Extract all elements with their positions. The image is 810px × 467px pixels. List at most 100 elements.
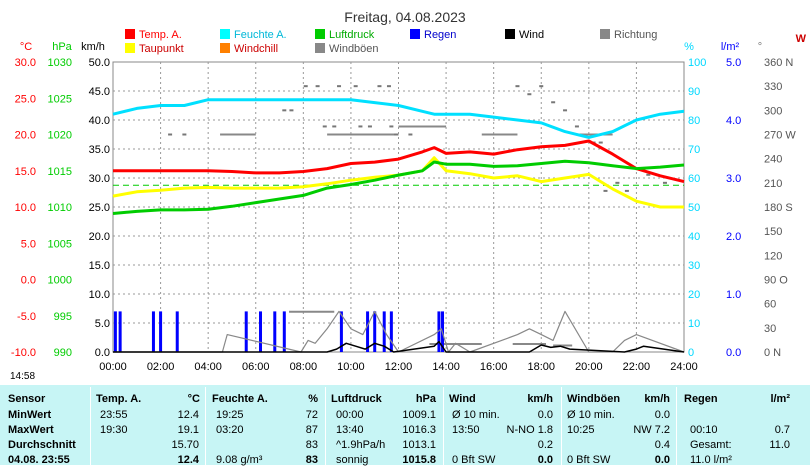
direction-tick-label: 360 N [764, 57, 793, 69]
wind-tick-label: 35.0 [89, 144, 110, 156]
direction-dot [662, 181, 667, 184]
table-cell: NW 7.2 [633, 424, 670, 436]
wind-tick-label: 10.0 [89, 289, 110, 301]
time-tick-label: 16:00 [480, 361, 508, 373]
table-cell: 13:40 [336, 424, 364, 436]
axis-headers: °C hPa km/h% l/m² ° [20, 41, 762, 53]
table-cell: 1016.3 [402, 424, 436, 436]
grid [113, 62, 684, 352]
legend-swatch [220, 43, 230, 53]
humidity-tick-label: 0 [688, 347, 694, 359]
direction-dot [603, 189, 608, 192]
legend-swatch [125, 29, 135, 39]
pressure-tick-label: 995 [54, 311, 72, 323]
pressure-tick-label: 1025 [48, 93, 72, 105]
pressure-tick-label: 1020 [48, 130, 72, 142]
chart-title: Freitag, 04.08.2023 [344, 9, 466, 25]
legend-label: Luftdruck [329, 29, 375, 41]
wind-tick-label: 40.0 [89, 115, 110, 127]
direction-dot [574, 125, 579, 128]
axis-unit-label: hPa [52, 41, 72, 53]
legend-label: Temp. A. [139, 29, 182, 41]
direction-dot [289, 109, 294, 112]
rain-bar [113, 311, 117, 352]
table-cell: N-NO 1.8 [506, 424, 553, 436]
direction-dot [408, 133, 413, 136]
table-cell: 0.0 [537, 409, 553, 421]
direction-dot [358, 125, 363, 128]
humidity-tick-label: 50 [688, 202, 700, 214]
direction-tick-label: 210 [764, 178, 782, 190]
legend-swatch [600, 29, 610, 39]
table-header: km/h [527, 393, 553, 405]
direction-dot [337, 85, 342, 88]
table-separator [676, 387, 677, 465]
pressure-tick-label: 990 [54, 347, 72, 359]
table-header: Wind [449, 393, 476, 405]
direction-dot [332, 125, 337, 128]
rain-tick-label: 3.0 [726, 173, 741, 185]
direction-dot [353, 85, 358, 88]
table-header: Regen [684, 393, 718, 405]
legend-swatch [410, 29, 420, 39]
time-tick-label: 22:00 [623, 361, 651, 373]
pressure-tick-label: 1005 [48, 238, 72, 250]
direction-tick-label: 120 [764, 250, 782, 262]
table-cell: 0.0 [654, 409, 670, 421]
rain-bar [273, 311, 277, 352]
wind-tick-label: 20.0 [89, 231, 110, 243]
table-row-label: MinWert [8, 409, 52, 421]
table-cell: 23:55 [100, 409, 128, 421]
table-cell: 87 [305, 424, 318, 436]
humidity-tick-label: 70 [688, 144, 700, 156]
table-cell: 19.1 [177, 424, 199, 436]
humidity-tick-label: 40 [688, 231, 700, 243]
legend-label: Windchill [234, 43, 278, 55]
series-line-humidity [112, 98, 685, 139]
direction-tick-label: 30 [764, 323, 776, 335]
rain-tick-label: 2.0 [726, 231, 741, 243]
time-tick-label: 12:00 [385, 361, 413, 373]
rain-bar [118, 311, 122, 352]
axis-unit-label: km/h [81, 41, 105, 53]
legend-label: Feuchte A. [234, 29, 287, 41]
table-cell: Gesamt: [690, 439, 732, 451]
table-cell: 0.4 [654, 439, 670, 451]
weather-chart: Freitag, 04.08.2023 Temp. A. Taupunkt Feuc… [11, 9, 807, 373]
rain-bar [389, 311, 393, 352]
table-separator [443, 387, 444, 465]
table-cell: 15.70 [171, 439, 199, 451]
wind-tick-label: 30.0 [89, 173, 110, 185]
table-header: °C [187, 393, 200, 405]
direction-tick-label: 60 [764, 299, 776, 311]
legend-swatch [220, 29, 230, 39]
table-separator [90, 387, 91, 465]
direction-tick-label: 240 [764, 154, 782, 166]
direction-tick-label: 0 N [764, 347, 781, 359]
humidity-tick-label: 10 [688, 318, 700, 330]
table-cell: 0 Bft SW [567, 454, 611, 466]
wind-tick-label: 5.0 [95, 318, 110, 330]
legend-label: Wind [519, 29, 544, 41]
temp-tick-label: 20.0 [15, 130, 36, 142]
table-header: Windböen [567, 393, 621, 405]
timestamp: 14:58 [10, 371, 36, 382]
direction-dot [394, 133, 399, 136]
time-tick-label: 24:00 [670, 361, 698, 373]
table-cell: ^1.9hPa/h [336, 439, 386, 451]
table-cell: 0.7 [774, 424, 790, 436]
rain-bar [382, 311, 386, 352]
rain-bar [151, 311, 155, 352]
wind-tick-label: 50.0 [89, 57, 110, 69]
temp-tick-label: 25.0 [15, 93, 36, 105]
summary-table: Sensor Temp. A. °C Feuchte A.% Luftdruck hPa W… [0, 385, 810, 466]
table-cell: 9.08 g/m³ [216, 454, 263, 466]
wind-tick-label: 0.0 [95, 347, 110, 359]
legend: Temp. A. Taupunkt Feuchte A. Windchill Luftd… [125, 29, 657, 55]
direction-dot [624, 189, 629, 192]
wind-tick-label: 45.0 [89, 86, 110, 98]
temp-tick-label: -10.0 [11, 347, 36, 359]
direction-dot [598, 141, 603, 144]
time-tick-label: 14:00 [432, 361, 460, 373]
table-cell: 11.0 l/m² [690, 454, 732, 466]
